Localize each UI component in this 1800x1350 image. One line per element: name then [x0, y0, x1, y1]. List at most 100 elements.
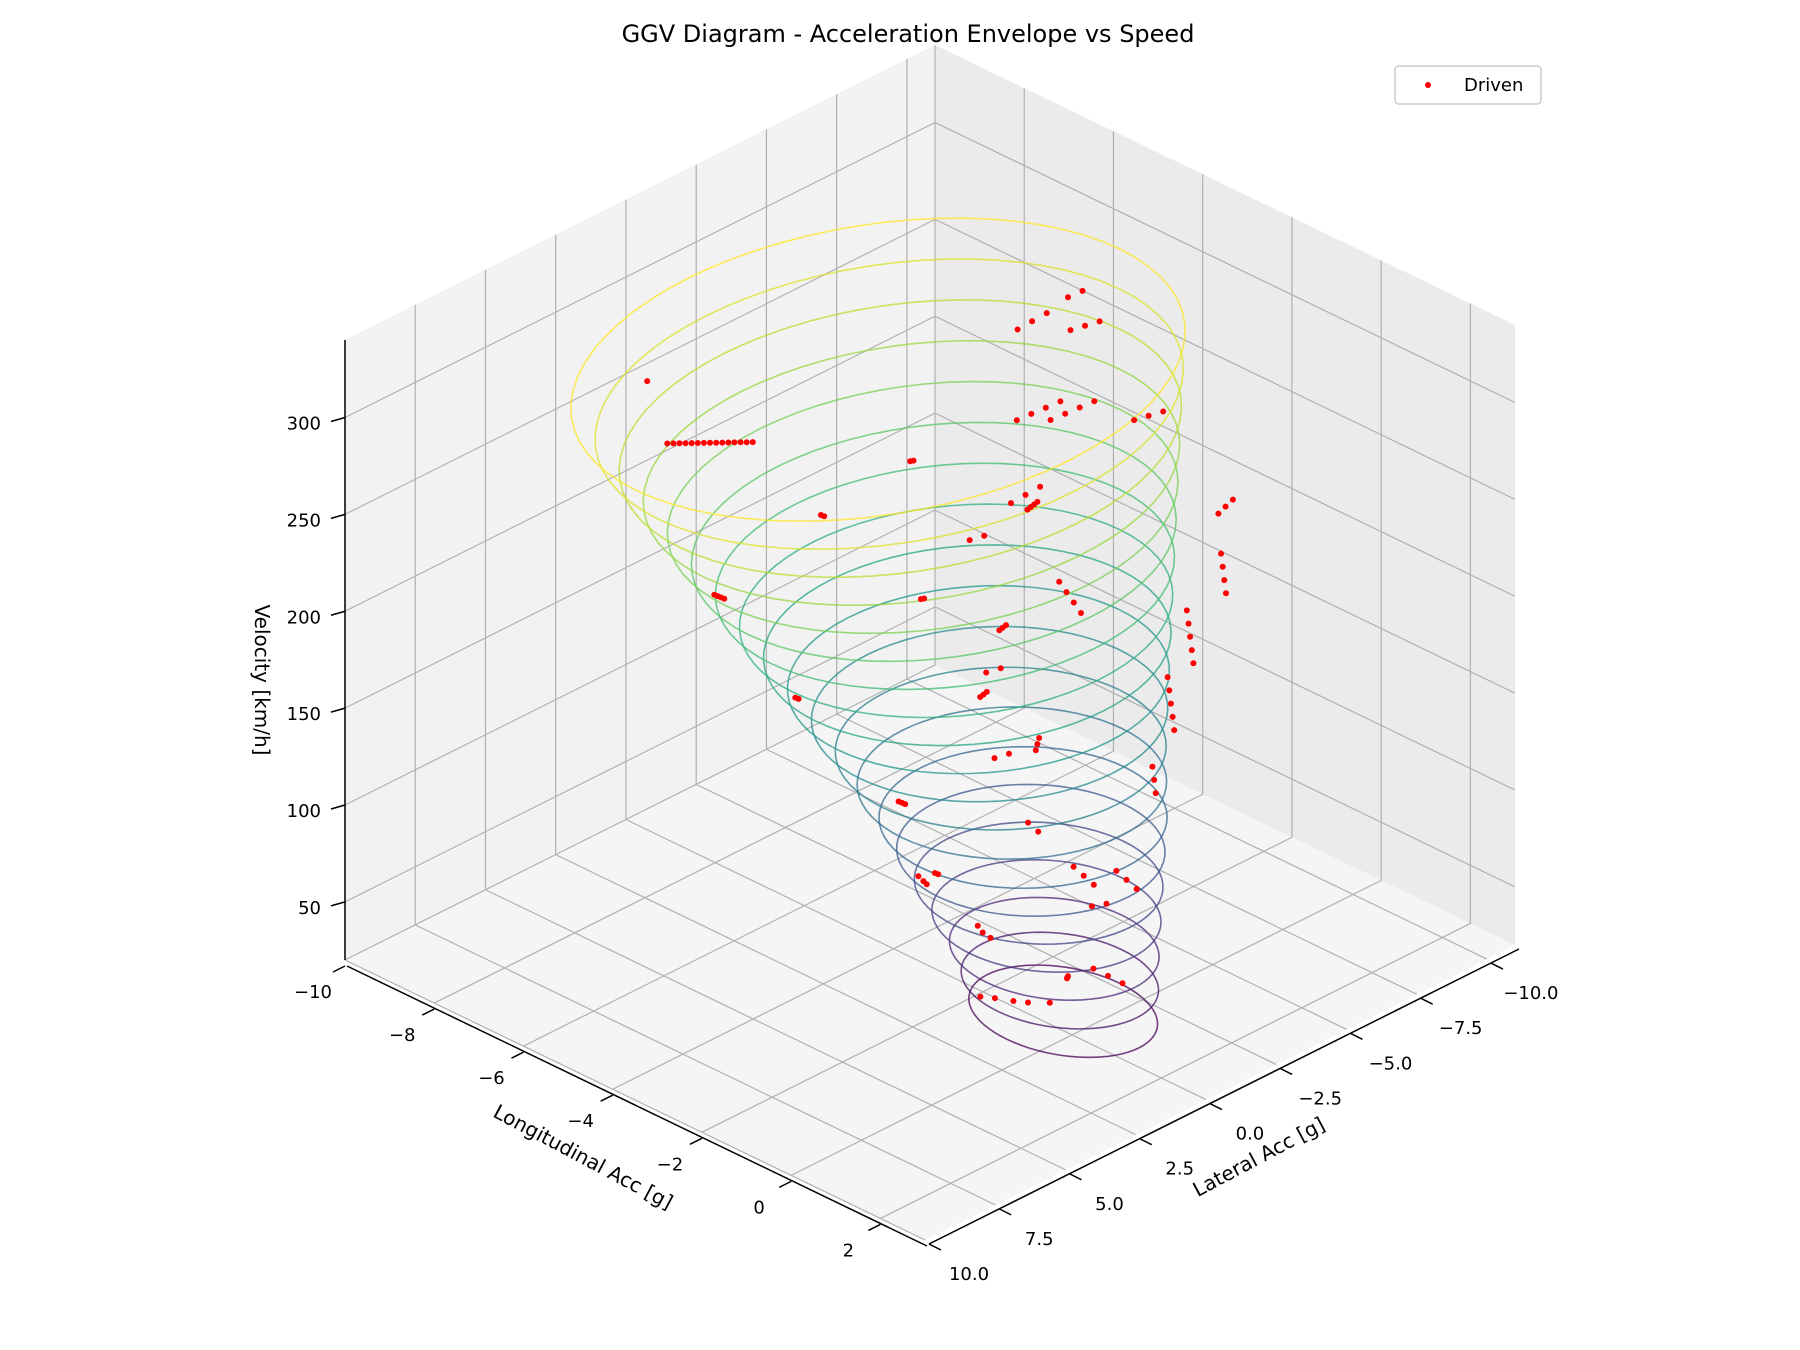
tick-labels: −10 −8 −6 −4 −2 0 2 −10.0 −7.5 −5.0 −2.5 0.0 2.5 5.0 7…	[287, 414, 1559, 1286]
grid-line-z	[344, 509, 1516, 806]
x-tick-label: 2	[843, 1240, 854, 1261]
driven-point	[1169, 713, 1176, 720]
driven-point	[1219, 563, 1226, 570]
x-tick-label: 0	[753, 1197, 764, 1218]
driven-point	[1123, 876, 1130, 883]
driven-point	[737, 439, 744, 446]
grid-line-y	[484, 269, 1066, 1171]
envelope-contour	[570, 217, 1186, 522]
x-tick-mark	[778, 1180, 792, 1189]
driven-point	[1036, 735, 1043, 741]
driven-point	[910, 457, 917, 464]
driven-point	[688, 440, 695, 447]
y-tick-mark	[928, 1243, 942, 1251]
driven-point	[915, 873, 922, 880]
envelope-contour	[690, 421, 1178, 663]
driven-point	[1032, 747, 1039, 754]
driven-point	[1043, 310, 1050, 317]
driven-point	[1164, 674, 1171, 681]
driven-point	[1070, 599, 1077, 606]
driven-point	[1188, 647, 1195, 654]
x-tick-mark	[689, 1137, 703, 1145]
grid-line-z	[344, 315, 1516, 612]
envelope-contour	[913, 821, 1164, 945]
envelope-contour	[786, 584, 1171, 775]
envelope-contour	[931, 859, 1162, 973]
y-tick-label: 2.5	[1165, 1159, 1194, 1180]
driven-point	[1080, 872, 1087, 879]
x-tick-label: −2	[657, 1154, 684, 1175]
driven-point	[1076, 404, 1083, 411]
driven-point	[1014, 326, 1021, 333]
driven-point	[676, 440, 683, 447]
driven-point	[1006, 750, 1012, 757]
y-tick-mark	[1490, 962, 1504, 970]
driven-point	[700, 439, 707, 446]
driven-point	[1223, 590, 1229, 597]
grid-line-y	[414, 304, 996, 1206]
x-tick-label: −8	[389, 1025, 416, 1046]
driven-point	[1171, 727, 1178, 734]
driven-point	[731, 439, 738, 446]
y-tick-label: 5.0	[1095, 1194, 1124, 1215]
grid-line-y	[836, 94, 1417, 995]
driven-point	[997, 665, 1004, 672]
envelope-contour	[948, 896, 1160, 1001]
y-tick-label: −10.0	[1503, 983, 1558, 1004]
driven-point	[707, 439, 713, 446]
driven-point	[981, 532, 988, 539]
z-tick-label: 300	[287, 414, 321, 435]
z-axis-label: Velocity [km/h]	[250, 605, 274, 756]
driven-point	[1065, 973, 1071, 980]
y-tick-mark	[1209, 1102, 1223, 1111]
x-tick-mark	[421, 1008, 435, 1016]
pane-floor	[345, 665, 1515, 1240]
driven-point	[1035, 828, 1042, 835]
driven-point	[795, 695, 802, 702]
driven-point	[1082, 322, 1088, 329]
envelope-contour	[856, 706, 1168, 860]
driven-point	[1160, 408, 1167, 415]
driven-points	[644, 287, 1236, 1006]
driven-point	[664, 440, 671, 447]
driven-point	[1091, 398, 1098, 405]
y-tick-label: −2.5	[1298, 1088, 1342, 1109]
y-tick-mark	[1420, 997, 1434, 1005]
y-tick-mark	[998, 1208, 1012, 1216]
driven-point	[670, 440, 677, 447]
driven-point	[1025, 999, 1031, 1006]
driven-point	[821, 513, 828, 520]
driven-point	[966, 537, 973, 544]
x-tick-label: −4	[567, 1111, 594, 1132]
envelope-contour	[738, 503, 1174, 719]
driven-point	[1003, 622, 1009, 629]
driven-point	[1185, 620, 1192, 627]
z-tick-label: 50	[298, 898, 321, 919]
x-axis-line	[346, 965, 928, 1247]
driven-point	[1010, 998, 1017, 1004]
y-tick-label: 7.5	[1025, 1229, 1054, 1250]
driven-point	[1167, 700, 1174, 707]
driven-point	[1013, 417, 1020, 424]
grid-line-x	[701, 217, 1293, 1133]
driven-point	[1149, 763, 1156, 770]
envelope-contour	[594, 258, 1185, 550]
envelope-contour	[834, 666, 1167, 831]
chart-title: GGV Diagram - Acceleration Envelope vs S…	[622, 20, 1195, 48]
driven-point	[983, 669, 990, 676]
driven-point	[1133, 886, 1140, 892]
legend-label-driven: Driven	[1464, 75, 1523, 96]
driven-point	[644, 378, 651, 385]
x-tick-label: −6	[478, 1068, 505, 1089]
driven-point	[1042, 404, 1049, 411]
driven-point	[902, 801, 909, 808]
driven-point	[1037, 483, 1044, 490]
envelope-contour	[714, 462, 1176, 691]
envelope-contour	[895, 783, 1166, 918]
driven-point	[991, 755, 998, 762]
grid-line-z	[344, 121, 1516, 419]
driven-point	[1008, 500, 1014, 507]
driven-point	[1229, 496, 1236, 503]
driven-point	[1034, 498, 1041, 505]
x-tick-mark	[511, 1051, 524, 1059]
